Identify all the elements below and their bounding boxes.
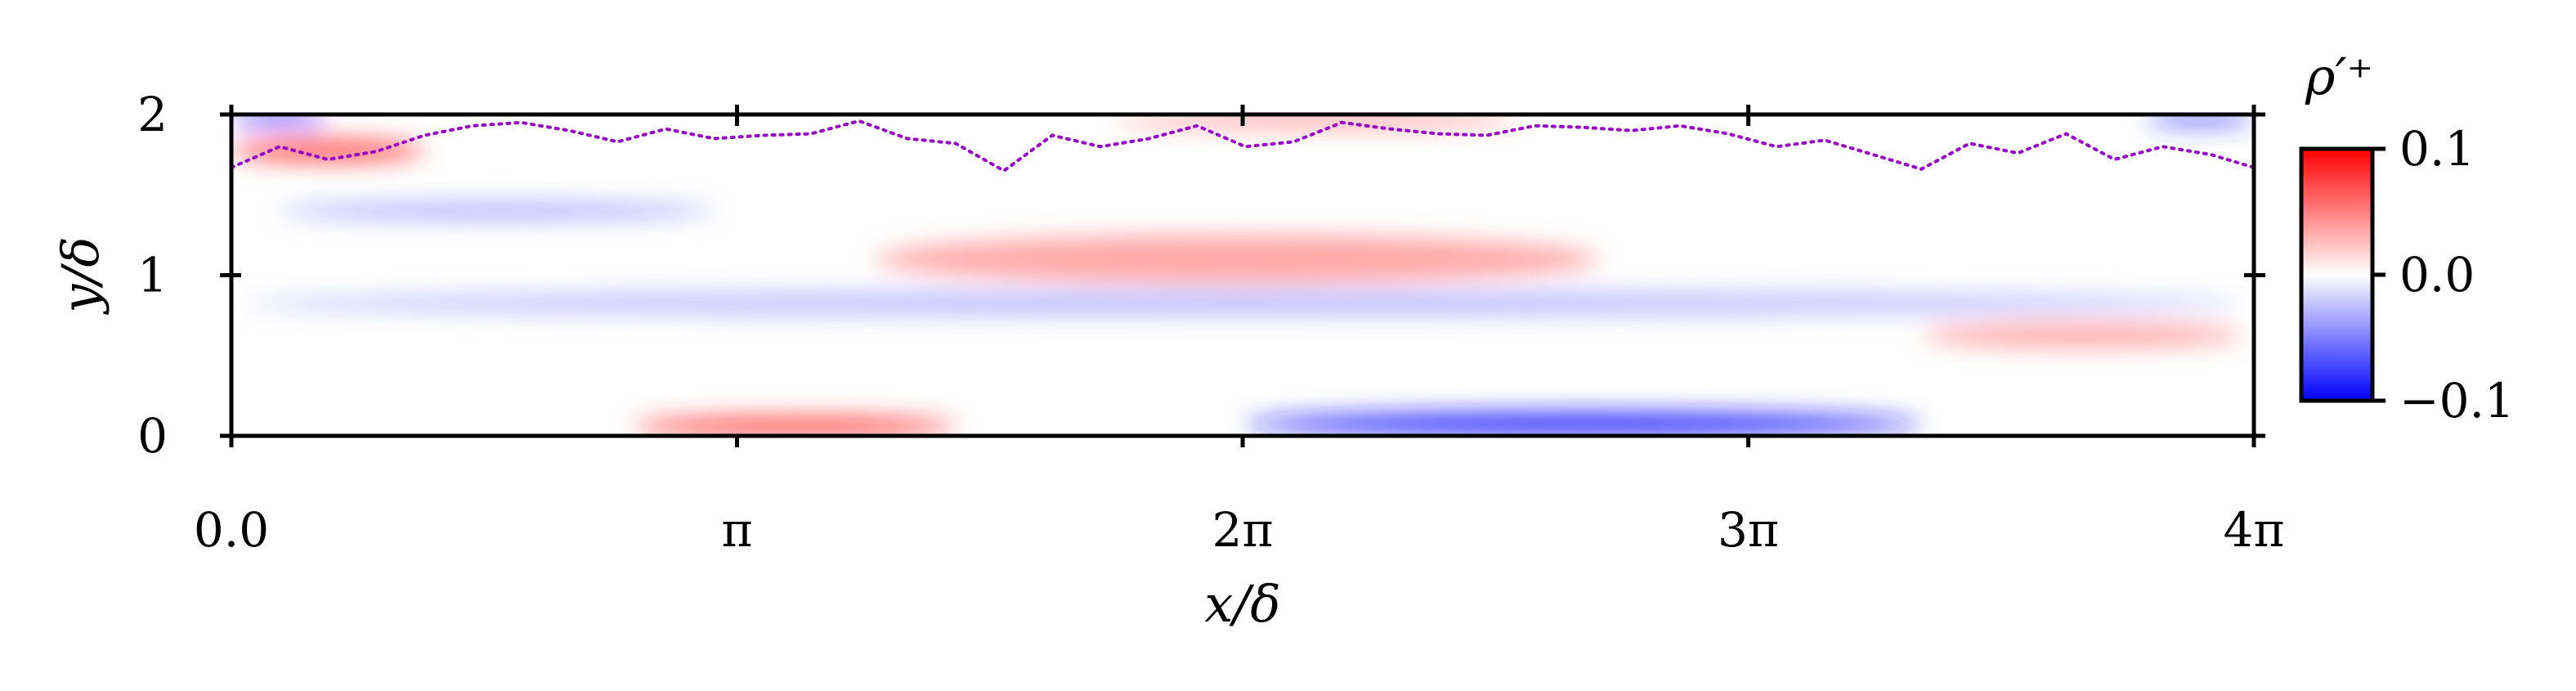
y-tick-label: 0	[137, 408, 168, 464]
interface-line-layer	[231, 119, 2254, 173]
field-region	[231, 138, 425, 163]
x-tick-label: 0.0	[194, 502, 269, 558]
colorbar: 0.1 0.0 −0.1 ρ′⁺	[2299, 47, 2515, 429]
field-region	[1921, 323, 2244, 348]
colorbar-tick-label: −0.1	[2399, 373, 2515, 429]
field-region	[280, 203, 715, 219]
colorbar-fill	[2299, 146, 2375, 403]
x-tick-label: 4π	[2223, 502, 2284, 558]
field-region	[634, 416, 956, 436]
y-axis-label: y/δ	[51, 236, 110, 315]
field-region	[1245, 411, 1922, 436]
field-region	[231, 114, 329, 126]
interface-dotted-line	[231, 119, 2254, 173]
y-axis: 0 1 2	[137, 87, 2265, 464]
colorbar-tick-label: 0.1	[2399, 121, 2475, 177]
density-fluctuation-field	[231, 114, 2254, 436]
x-tick-label: 3π	[1718, 502, 1779, 558]
colorbar-label: ρ′⁺	[2305, 47, 2373, 106]
x-tick-label: π	[721, 502, 752, 558]
colorbar-tick-label: 0.0	[2399, 247, 2475, 303]
colorbar-ticks: 0.1 0.0 −0.1	[2372, 121, 2515, 429]
field-region	[2146, 114, 2254, 126]
x-tick-label: 2π	[1212, 502, 1274, 558]
y-tick-label: 1	[137, 248, 168, 303]
y-tick-label: 2	[137, 87, 168, 142]
field-region	[875, 235, 1600, 284]
field-region	[1116, 114, 1520, 128]
plot-area	[229, 112, 2256, 438]
x-axis-label: x/δ	[1204, 574, 1280, 634]
field-region	[247, 291, 2244, 316]
